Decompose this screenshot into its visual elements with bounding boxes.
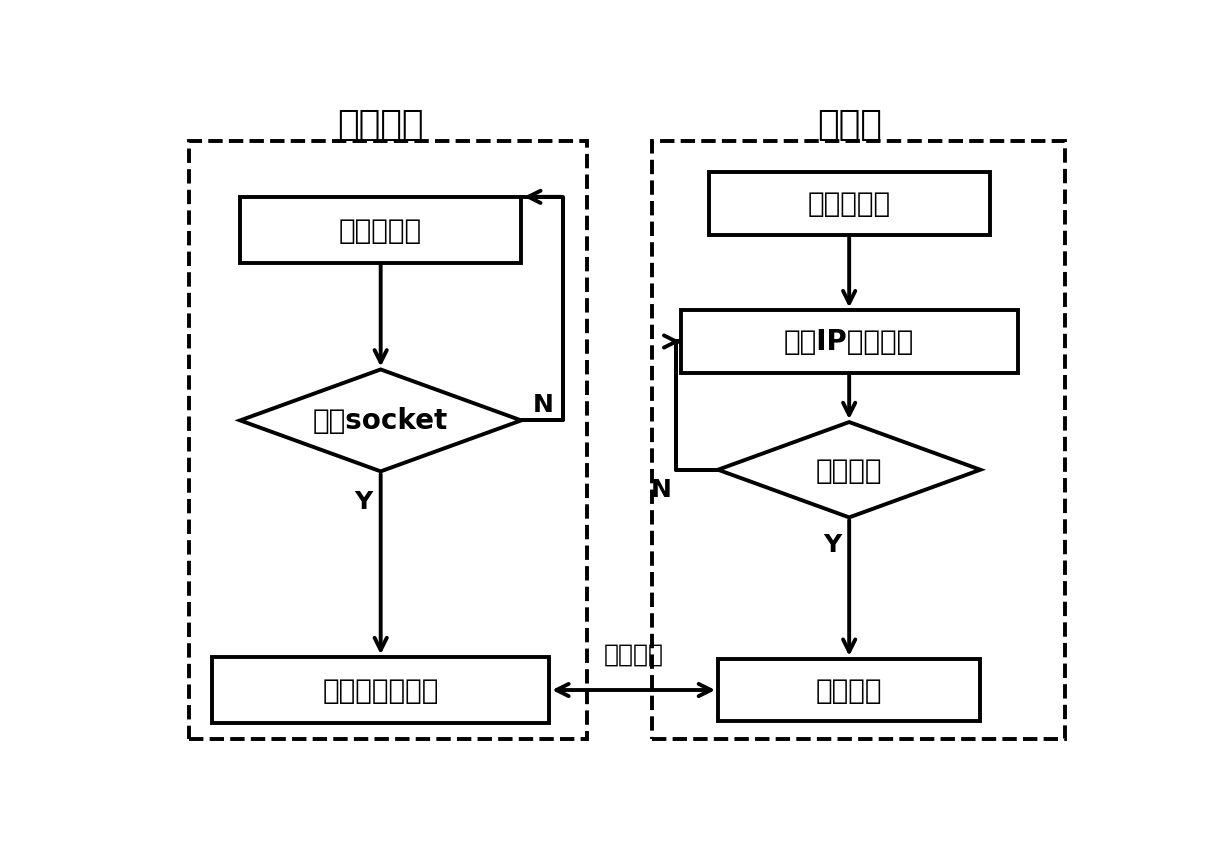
Bar — [189, 142, 586, 740]
Polygon shape — [718, 422, 980, 518]
Text: Y: Y — [823, 532, 841, 556]
Text: 服务器开启成功: 服务器开启成功 — [323, 676, 439, 705]
Text: 服务器端: 服务器端 — [337, 108, 424, 142]
Bar — [653, 142, 1065, 740]
Text: 开启服务器: 开启服务器 — [339, 217, 422, 245]
Bar — [718, 659, 980, 722]
Text: 输入正确: 输入正确 — [816, 456, 883, 485]
Polygon shape — [241, 370, 521, 472]
Bar — [708, 173, 990, 235]
Text: 输入IP、端口号: 输入IP、端口号 — [785, 328, 914, 356]
Text: 连接服务器: 连接服务器 — [808, 190, 891, 218]
Text: 传输数据: 传输数据 — [603, 642, 664, 666]
Text: N: N — [650, 478, 671, 502]
Bar — [241, 198, 521, 264]
Bar — [212, 658, 549, 723]
Text: Y: Y — [354, 490, 372, 514]
Bar — [681, 310, 1018, 374]
Text: 连接成功: 连接成功 — [816, 676, 883, 705]
Text: 客户端: 客户端 — [817, 108, 881, 142]
Text: N: N — [532, 392, 554, 416]
Text: 建立socket: 建立socket — [313, 407, 449, 435]
